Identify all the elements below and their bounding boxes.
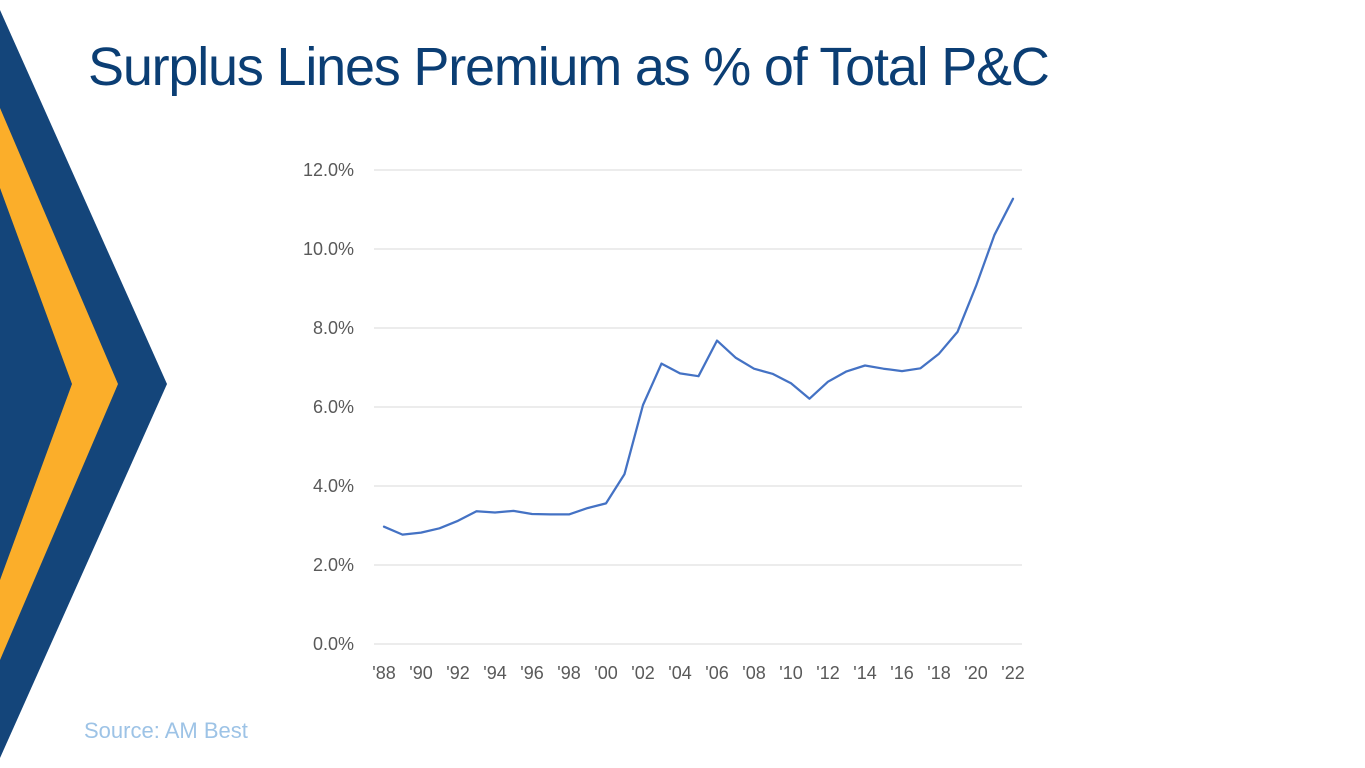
x-tick-label: '16 [890,663,913,683]
y-tick-label: 0.0% [313,634,354,654]
slide-title: Surplus Lines Premium as % of Total P&C [88,37,1050,97]
x-tick-label: '92 [446,663,469,683]
x-tick-label: '88 [372,663,395,683]
y-tick-label: 4.0% [313,476,354,496]
x-tick-label: '20 [964,663,987,683]
x-tick-label: '90 [409,663,432,683]
y-tick-label: 10.0% [303,239,354,259]
x-tick-label: '08 [742,663,765,683]
y-tick-label: 2.0% [313,555,354,575]
x-tick-label: '96 [520,663,543,683]
x-tick-label: '02 [631,663,654,683]
x-tick-label: '04 [668,663,691,683]
y-tick-label: 8.0% [313,318,354,338]
series-line [382,197,1015,536]
x-axis-tick-labels: '88 '90 '92 '94 '96 '98 '00 '02 '04 '06 '08 '10 '12 '… [372,663,1024,683]
x-tick-label: '00 [594,663,617,683]
x-tick-label: '14 [853,663,876,683]
x-tick-label: '12 [816,663,839,683]
x-tick-label: '18 [927,663,950,683]
x-tick-label: '06 [705,663,728,683]
x-tick-label: '22 [1001,663,1024,683]
navy-chevron-inner [0,188,72,580]
gridlines [374,169,1022,645]
x-tick-label: '94 [483,663,506,683]
series-layer [382,197,1015,536]
y-tick-label: 6.0% [313,397,354,417]
x-tick-label: '10 [779,663,802,683]
source-note: Source: AM Best [84,718,248,743]
y-axis-tick-labels: 0.0% 2.0% 4.0% 6.0% 8.0% 10.0% 12.0% [303,160,354,654]
x-tick-label: '98 [557,663,580,683]
y-tick-label: 12.0% [303,160,354,180]
